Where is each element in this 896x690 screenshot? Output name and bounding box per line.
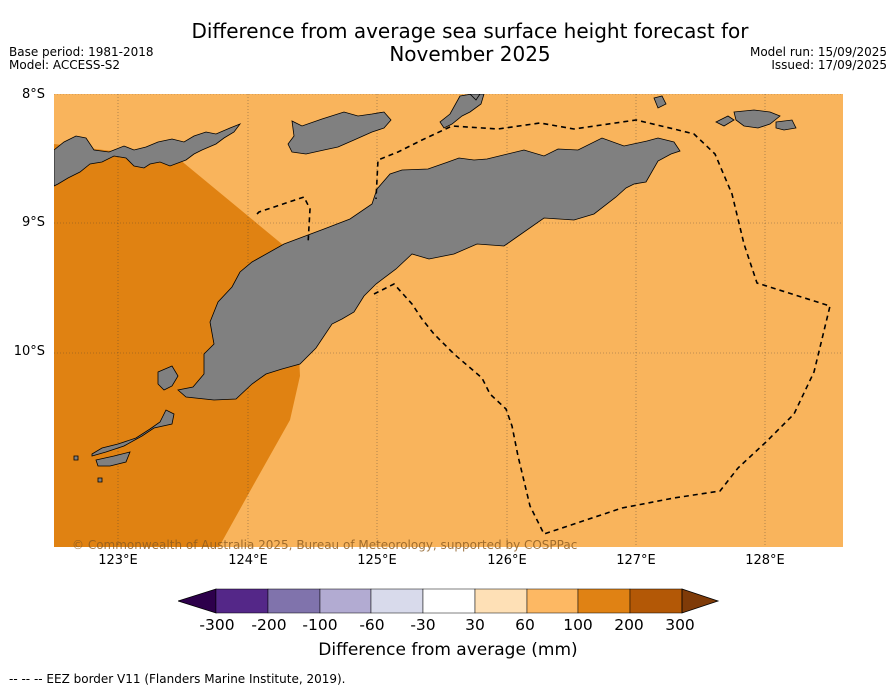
- small-islet-sw: [73, 455, 79, 461]
- colorbar-tick: -200: [251, 616, 287, 634]
- lat-label-9s: 9°S: [21, 215, 45, 230]
- colorbar-min-arrow: [178, 588, 217, 614]
- colorbar-bin-7: [526, 588, 579, 614]
- east-islet-3: [715, 115, 735, 127]
- flores-east-islands: [54, 123, 242, 187]
- east-island-1: [733, 109, 781, 129]
- colorbar-tick: 100: [563, 616, 593, 634]
- colorbar-bin-2: [267, 588, 321, 614]
- colorbar-tick: 30: [465, 616, 485, 634]
- lon-label-125e: 125°E: [357, 553, 397, 568]
- eez-legend-note: -- -- -- EEZ border V11 (Flanders Marine…: [9, 672, 346, 686]
- colorbar-tick: -60: [359, 616, 385, 634]
- colorbar-tick: 200: [614, 616, 644, 634]
- colorbar-bin-5: [422, 588, 476, 614]
- model-run: Model run: 15/09/2025: [749, 45, 887, 59]
- north-islet-2: [653, 95, 667, 109]
- north-islands: [439, 94, 485, 129]
- copyright-notice: © Commonwealth of Australia 2025, Bureau…: [72, 538, 578, 552]
- meta-left: Base period: 1981-2018 Model: ACCESS-S2: [9, 46, 154, 72]
- east-island-2: [775, 119, 797, 131]
- lat-label-8s: 8°S: [21, 87, 45, 102]
- lon-label-128e: 128°E: [745, 553, 785, 568]
- savu-island: [95, 451, 131, 467]
- semau-island: [157, 365, 179, 391]
- eez-border-south: [373, 119, 831, 535]
- colorbar-bin-3: [319, 588, 372, 614]
- base-period: Base period: 1981-2018: [9, 45, 154, 59]
- colorbar-bin-4: [370, 588, 424, 614]
- small-islet-sw-2: [97, 477, 103, 483]
- sea-level-map: .: [54, 94, 843, 547]
- colorbar-bin-6: [474, 588, 528, 614]
- colorbar-tick: -30: [410, 616, 436, 634]
- colorbar-tick: -100: [302, 616, 338, 634]
- lon-label-126e: 126°E: [487, 553, 527, 568]
- lat-gridlines: [54, 94, 843, 354]
- colorbar-bin-8: [577, 588, 631, 614]
- issued-date: Issued: 17/09/2025: [771, 58, 887, 72]
- eez-border: [256, 119, 831, 535]
- meta-right: Model run: 15/09/2025 Issued: 17/09/2025: [750, 46, 887, 72]
- land-masses: [54, 94, 797, 483]
- timor-island: [177, 137, 681, 401]
- colorbar-label: Difference from average (mm): [318, 640, 578, 660]
- lon-label-124e: 124°E: [228, 553, 268, 568]
- colorbar-tick: 60: [515, 616, 535, 634]
- lon-label-123e: 123°E: [98, 553, 138, 568]
- colorbar-tick: 300: [665, 616, 695, 634]
- colorbar-max-arrow: [681, 588, 720, 614]
- map-title-line2: November 2025: [389, 42, 551, 66]
- lat-label-10s: 10°S: [13, 344, 45, 359]
- alor-wetar-islands: [287, 111, 392, 155]
- roti-island: [91, 409, 175, 457]
- model-name: Model: ACCESS-S2: [9, 58, 121, 72]
- lon-label-127e: 127°E: [616, 553, 656, 568]
- colorbar-bin-9: [629, 588, 683, 614]
- colorbar-tick: -300: [199, 616, 235, 634]
- colorbar-bin-1: [215, 588, 269, 614]
- eez-border-north: [256, 196, 311, 245]
- map-title-line1: Difference from average sea surface heig…: [191, 19, 749, 43]
- colorbar: [178, 588, 720, 614]
- north-islet-1: [469, 94, 481, 101]
